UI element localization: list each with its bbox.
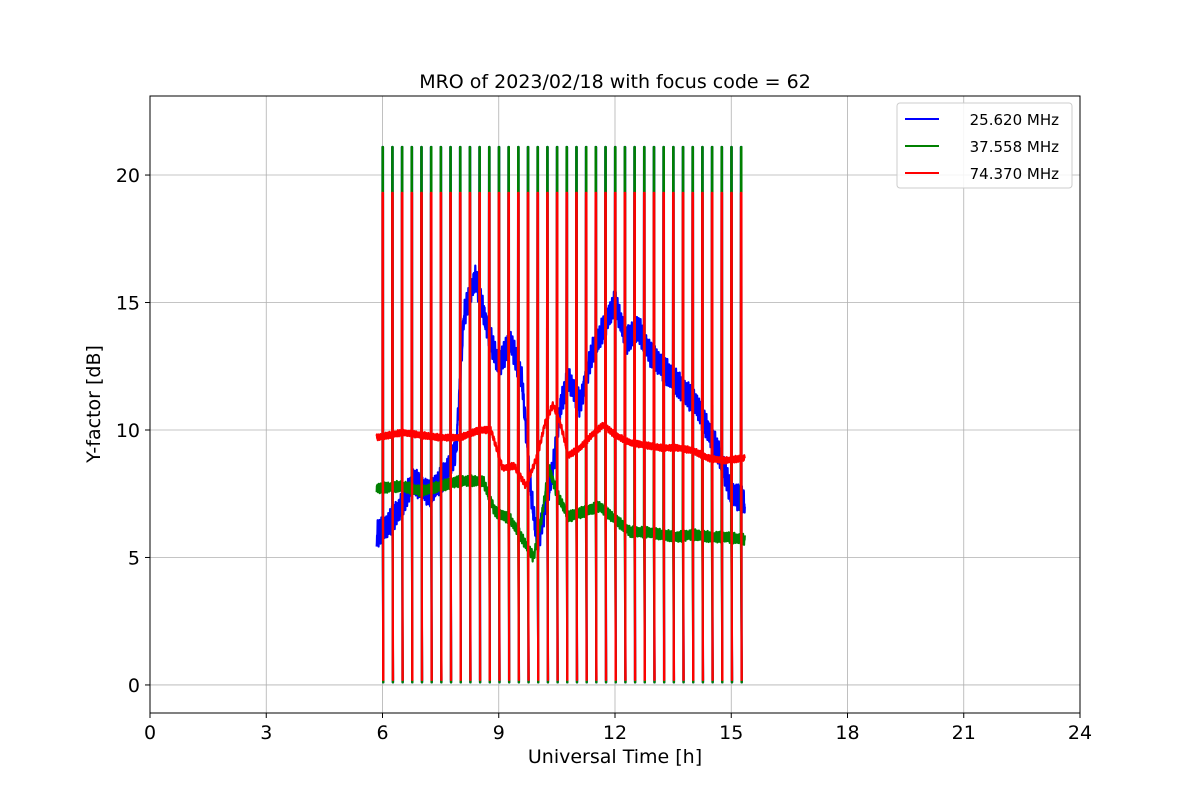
x-tick-label: 3 bbox=[260, 722, 272, 744]
legend-label: 37.558 MHz bbox=[970, 138, 1059, 156]
x-tick-label: 15 bbox=[719, 722, 743, 744]
y-axis: 0 5 10 15 20 bbox=[116, 165, 150, 697]
x-tick-label: 6 bbox=[376, 722, 388, 744]
y-tick-label: 10 bbox=[116, 420, 140, 442]
series-line-2 bbox=[375, 191, 746, 681]
chart-title: MRO of 2023/02/18 with focus code = 62 bbox=[419, 71, 811, 93]
y-tick-label: 5 bbox=[128, 547, 140, 569]
x-tick-label: 12 bbox=[603, 722, 627, 744]
legend-label: 25.620 MHz bbox=[970, 111, 1059, 129]
x-axis-label: Universal Time [h] bbox=[528, 746, 702, 768]
x-tick-label: 21 bbox=[952, 722, 976, 744]
x-tick-label: 0 bbox=[144, 722, 156, 744]
x-tick-label: 9 bbox=[493, 722, 505, 744]
y-tick-label: 15 bbox=[116, 293, 140, 315]
series-layer bbox=[375, 145, 746, 684]
x-tick-label: 24 bbox=[1068, 722, 1092, 744]
y-axis-label: Y-factor [dB] bbox=[83, 345, 105, 464]
legend-label: 74.370 MHz bbox=[970, 165, 1059, 183]
x-tick-label: 18 bbox=[835, 722, 859, 744]
y-tick-label: 20 bbox=[116, 165, 140, 187]
y-tick-label: 0 bbox=[128, 675, 140, 697]
legend: 25.620 MHz 37.558 MHz 74.370 MHz bbox=[896, 102, 1073, 189]
x-axis: 0 3 6 9 12 15 18 21 24 bbox=[144, 713, 1092, 744]
legend-frame bbox=[896, 102, 1073, 189]
